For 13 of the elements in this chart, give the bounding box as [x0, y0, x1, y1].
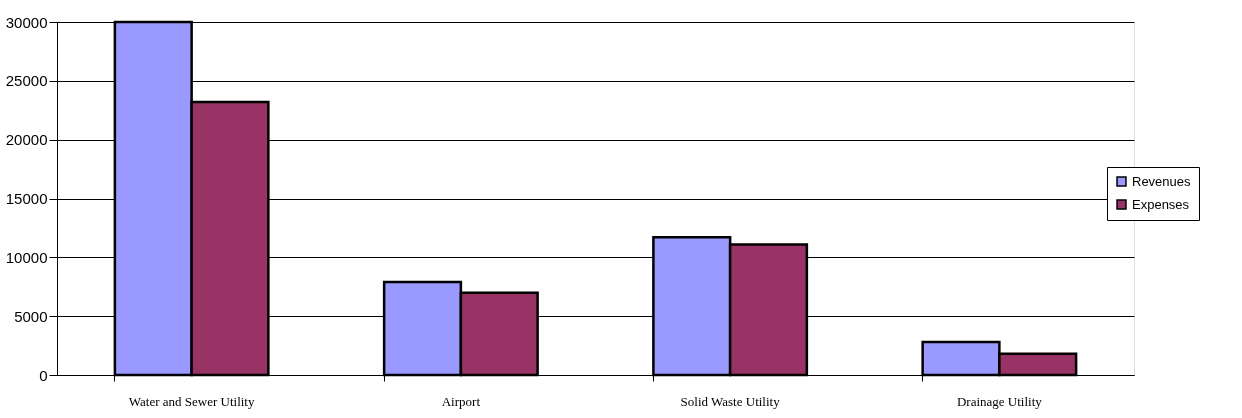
y-tick-label: 20000 — [5, 131, 48, 149]
y-tick-label: 25000 — [5, 72, 48, 90]
y-tick-label: 5000 — [14, 307, 48, 325]
y-tick-label: 30000 — [5, 13, 48, 31]
x-tick-label: Water and Sewer Utility — [128, 393, 255, 409]
x-tick-label: Solid Waste Utility — [680, 393, 781, 409]
legend-label: Expenses — [1132, 196, 1190, 212]
y-tick-label: 15000 — [5, 190, 48, 207]
y-tick-label: 10000 — [5, 248, 48, 266]
y-tick-label: 0 — [39, 366, 48, 384]
x-tick-label: Drainage Utility — [956, 393, 1043, 409]
legend-label: Revenues — [1132, 173, 1192, 189]
x-tick-label: Airport — [441, 393, 481, 409]
